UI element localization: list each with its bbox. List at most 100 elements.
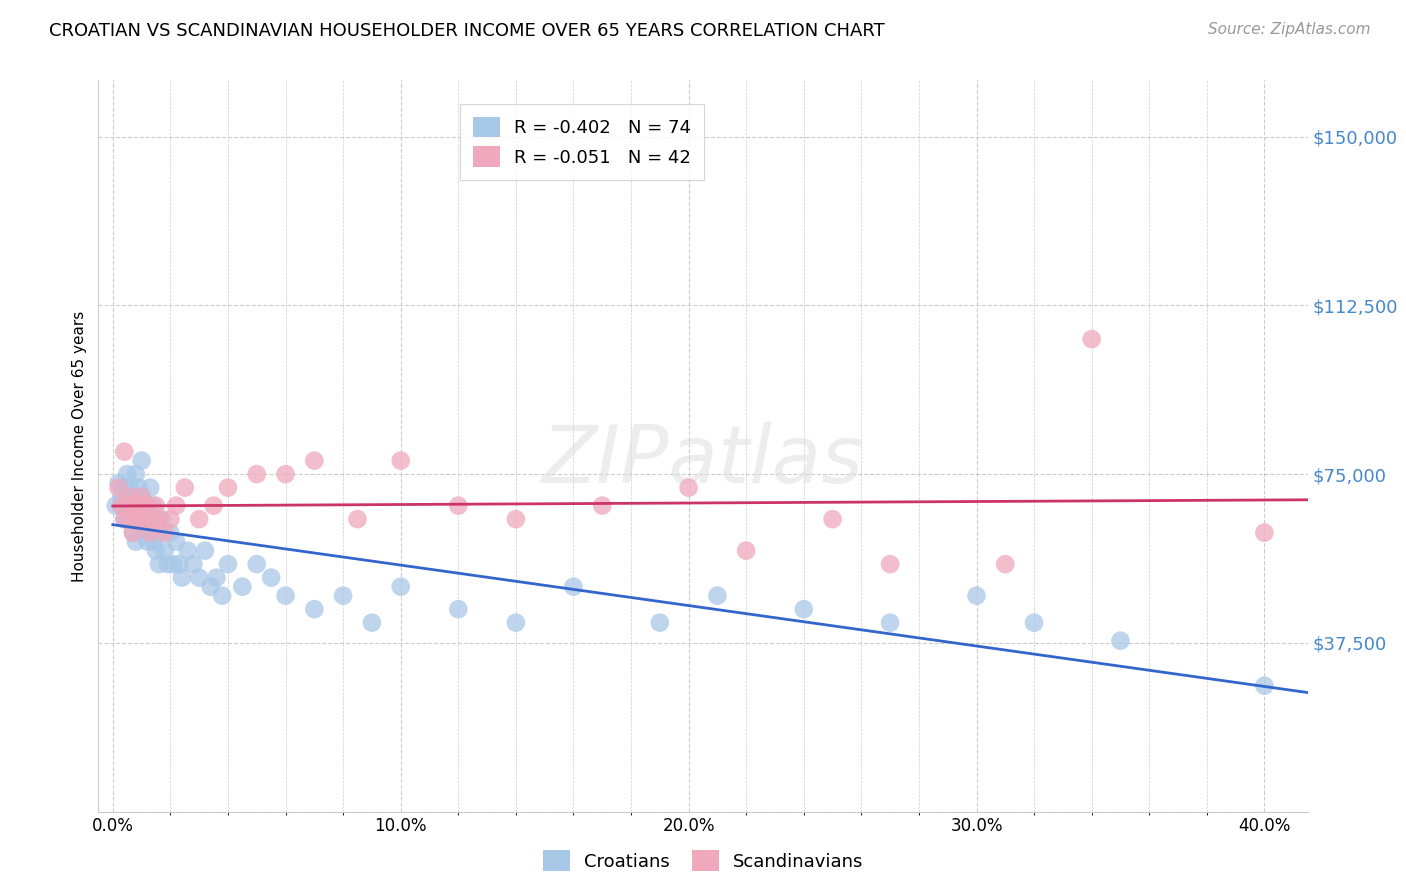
Point (139, 525, 162, 540)
Point (125, 467, 148, 482)
Point (139, 481, 162, 495)
Point (110, 499, 132, 513)
Point (122, 499, 145, 513)
Point (122, 525, 145, 540)
Point (505, 512, 527, 526)
Point (165, 534, 187, 549)
Point (183, 557, 205, 571)
Point (165, 499, 187, 513)
Point (505, 615, 527, 630)
Point (128, 512, 150, 526)
Point (879, 557, 901, 571)
Point (115, 499, 138, 513)
Point (821, 512, 844, 526)
Point (1253, 525, 1275, 540)
Point (120, 512, 142, 526)
Point (332, 589, 354, 603)
Point (153, 525, 176, 540)
Point (648, 615, 671, 630)
Legend: Croatians, Scandinavians: Croatians, Scandinavians (536, 843, 870, 879)
Point (120, 481, 142, 495)
Point (142, 534, 165, 549)
Point (112, 481, 135, 495)
Point (1109, 633, 1132, 648)
Point (131, 512, 153, 526)
Point (447, 602, 470, 616)
Point (134, 512, 156, 526)
Point (142, 499, 165, 513)
Point (211, 589, 233, 603)
Point (1253, 679, 1275, 693)
Point (120, 499, 142, 513)
Point (139, 512, 162, 526)
Point (202, 499, 225, 513)
Point (125, 512, 148, 526)
Point (173, 481, 195, 495)
Point (389, 580, 412, 594)
Point (104, 499, 127, 513)
Point (150, 512, 173, 526)
Legend: R = -0.402   N = 74, R = -0.051   N = 42: R = -0.402 N = 74, R = -0.051 N = 42 (460, 104, 704, 180)
Point (246, 467, 269, 482)
Point (678, 481, 700, 495)
Point (274, 467, 297, 482)
Point (131, 499, 153, 513)
Point (148, 557, 170, 571)
Point (217, 481, 239, 495)
Point (217, 557, 239, 571)
Point (274, 589, 297, 603)
Point (125, 512, 148, 526)
Point (131, 453, 153, 467)
Point (112, 512, 135, 526)
Point (176, 543, 198, 558)
Point (159, 525, 181, 540)
Point (966, 589, 988, 603)
Point (148, 525, 170, 540)
Point (170, 571, 193, 585)
Point (145, 499, 167, 513)
Point (145, 512, 167, 526)
Point (131, 490, 153, 504)
Point (346, 512, 368, 526)
Point (128, 512, 150, 526)
Point (879, 615, 901, 630)
Point (1022, 615, 1045, 630)
Point (107, 476, 129, 491)
Point (134, 499, 156, 513)
Point (110, 490, 132, 504)
Point (1080, 332, 1102, 346)
Point (162, 557, 184, 571)
Point (200, 580, 222, 594)
Y-axis label: Householder Income Over 65 years: Householder Income Over 65 years (72, 310, 87, 582)
Point (188, 512, 211, 526)
Point (735, 543, 758, 558)
Point (128, 499, 150, 513)
Text: CROATIAN VS SCANDINAVIAN HOUSEHOLDER INCOME OVER 65 YEARS CORRELATION CHART: CROATIAN VS SCANDINAVIAN HOUSEHOLDER INC… (49, 22, 884, 40)
Point (125, 534, 148, 549)
Point (107, 481, 129, 495)
Point (122, 490, 145, 504)
Point (136, 499, 159, 513)
Point (591, 499, 613, 513)
Point (134, 525, 156, 540)
Point (136, 534, 159, 549)
Point (122, 512, 145, 526)
Point (148, 512, 170, 526)
Point (115, 512, 138, 526)
Point (361, 615, 384, 630)
Point (120, 490, 142, 504)
Point (205, 571, 228, 585)
Point (156, 557, 179, 571)
Point (115, 467, 138, 482)
Point (260, 571, 283, 585)
Text: ZIPatlas: ZIPatlas (541, 422, 865, 500)
Point (112, 512, 135, 526)
Point (115, 499, 138, 513)
Text: Source: ZipAtlas.com: Source: ZipAtlas.com (1208, 22, 1371, 37)
Point (110, 499, 132, 513)
Point (131, 490, 153, 504)
Point (159, 512, 181, 526)
Point (122, 499, 145, 513)
Point (194, 543, 217, 558)
Point (994, 557, 1017, 571)
